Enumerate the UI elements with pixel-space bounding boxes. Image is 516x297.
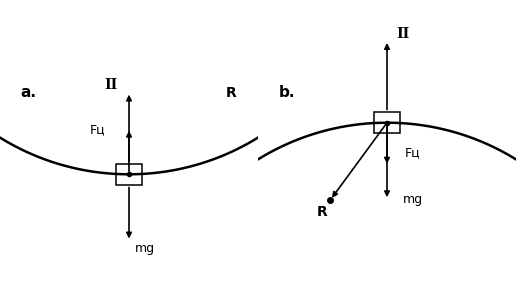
Text: Fц: Fц: [90, 123, 106, 136]
Text: R: R: [317, 205, 328, 219]
Bar: [374, 112, 400, 133]
Text: b.: b.: [279, 85, 295, 100]
Text: II: II: [104, 78, 118, 92]
Text: a.: a.: [21, 85, 37, 100]
Bar: [116, 164, 142, 185]
Text: II: II: [396, 26, 409, 41]
Text: R: R: [225, 86, 236, 99]
Text: mg: mg: [134, 242, 155, 255]
Text: Fц: Fц: [405, 146, 421, 159]
Text: mg: mg: [402, 193, 423, 206]
